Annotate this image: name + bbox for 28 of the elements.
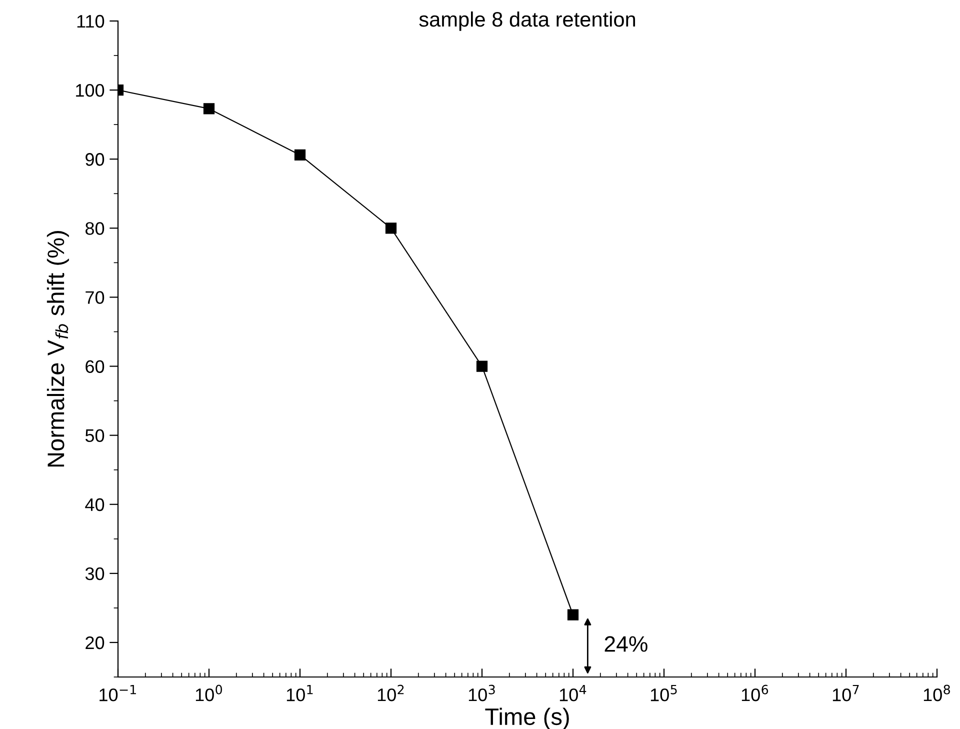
y-tick-label: 110 <box>77 14 104 28</box>
point <box>476 360 488 372</box>
x-tick-label: 10$^{2}$ <box>378 684 404 702</box>
point <box>385 222 397 234</box>
x-tick-label: 10$^{1}$ <box>286 684 313 702</box>
x-tick-label: 10$^{4}$ <box>560 684 586 702</box>
x-tick-label: 10$^{3}$ <box>468 684 495 702</box>
y-tick-label: 20 <box>86 636 104 650</box>
point <box>203 103 215 114</box>
y-tick-label: 90 <box>86 153 104 166</box>
x-tick-label: 10$^{6}$ <box>742 684 768 702</box>
x-tick-label: 10$^{8}$ <box>924 684 950 702</box>
y-tick-label: 100 <box>76 84 104 97</box>
y-tick-label: 80 <box>86 222 104 235</box>
y-tick-label: 60 <box>86 360 104 373</box>
point <box>294 149 306 161</box>
y-axis-title: Normalize V$_{fb}$ shift (%) <box>46 231 69 467</box>
annotation: 24% <box>604 636 648 652</box>
y-tick-label: 70 <box>86 291 104 304</box>
x-tick-label: 10$^{0}$ <box>196 684 222 702</box>
y-tick-label: 30 <box>85 567 104 580</box>
chart-title: sample 8 data retention <box>419 11 636 31</box>
x-tick-label: 10$^{5}$ <box>650 684 677 702</box>
x-tick-label: 10$^{−1}$ <box>100 684 136 702</box>
y-tick-label: 50 <box>85 429 104 442</box>
y-tick-label: 40 <box>85 498 104 512</box>
x-tick-label: 10$^{7}$ <box>832 684 859 702</box>
point <box>567 609 579 620</box>
